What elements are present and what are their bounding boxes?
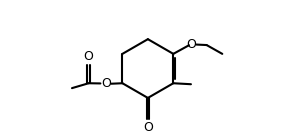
Text: O: O (101, 77, 111, 90)
Text: O: O (84, 50, 94, 63)
Text: O: O (143, 121, 153, 134)
Text: O: O (186, 38, 196, 51)
